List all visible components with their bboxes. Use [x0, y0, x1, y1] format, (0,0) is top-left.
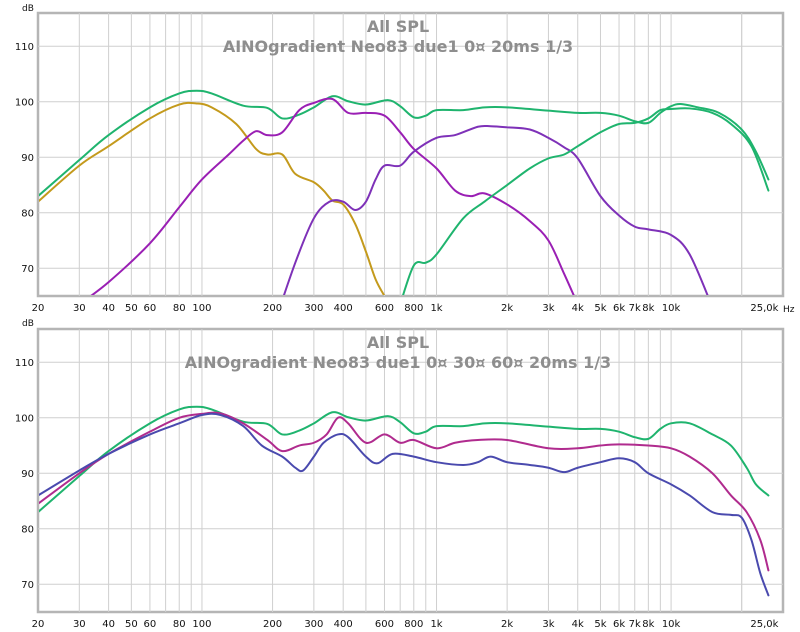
x-tick-label: 6k [613, 303, 625, 314]
x-tick-label: 400 [334, 619, 353, 630]
series-line-4 [282, 124, 709, 295]
x-tick-label: 600 [375, 303, 394, 314]
x-tick-label: 4k [572, 303, 584, 314]
x-tick-label: 7k [629, 303, 641, 314]
bottom-grid: 70 80 90 100 110 20 30 40 50 60 80 100 200 300 400 600 8… [15, 329, 783, 630]
top-chart: 70 80 90 100 110 20 30 40 50 60 80 100 200 300 400 600 8… [15, 4, 795, 315]
x-tick-label: 30 [73, 303, 86, 314]
top-grid: 70 80 90 100 110 20 30 40 50 60 80 100 200 300 400 600 8… [15, 13, 783, 314]
x-tick-label: 7k [629, 619, 641, 630]
bottom-plot-area [36, 327, 785, 614]
x-tick-label: 30 [73, 619, 86, 630]
x-tick-label: 8k [642, 619, 654, 630]
x-tick-label: 80 [173, 303, 186, 314]
x-tick-label: 50 [125, 303, 138, 314]
top-chart-subtitle: AINOgradient Neo83 due1 0¤ 20ms 1/3 [223, 37, 573, 56]
x-tick-label: 25,0k [750, 619, 778, 630]
y-tick-label: 70 [21, 264, 34, 275]
x-tick-label: 10k [662, 619, 681, 630]
y-tick-label: 110 [15, 358, 34, 369]
x-tick-label: 300 [304, 303, 323, 314]
x-tick-label: 60 [144, 303, 157, 314]
series-line-1 [39, 89, 770, 197]
x-tick-label: 25,0k [750, 303, 778, 314]
x-tick-label: 80 [173, 619, 186, 630]
x-tick-label: 800 [404, 619, 423, 630]
y-tick-label: 100 [15, 413, 34, 424]
top-series [39, 89, 770, 295]
x-tick-label: 2k [501, 303, 513, 314]
y-tick-label: 100 [15, 97, 34, 108]
x-tick-label: 6k [613, 619, 625, 630]
x-tick-label: 20 [32, 619, 45, 630]
series-line-2 [39, 101, 386, 295]
x-tick-label: 60 [144, 619, 157, 630]
x-tick-label: 10k [662, 303, 681, 314]
y-tick-label: 80 [21, 208, 34, 219]
bottom-y-unit-label: dB [22, 319, 34, 329]
series-line-3 [39, 412, 770, 597]
x-tick-label: 3k [542, 303, 554, 314]
y-tick-label: 80 [21, 524, 34, 535]
top-x-unit-label: Hz [783, 305, 795, 315]
x-tick-label: 400 [334, 303, 353, 314]
series-line-5 [402, 107, 770, 295]
x-tick-label: 2k [501, 619, 513, 630]
bottom-chart-title: All SPL [367, 333, 429, 352]
x-tick-label: 40 [102, 619, 115, 630]
x-tick-label: 800 [404, 303, 423, 314]
y-tick-label: 90 [21, 153, 34, 164]
x-tick-label: 3k [542, 619, 554, 630]
y-tick-label: 70 [21, 580, 34, 591]
x-tick-label: 20 [32, 303, 45, 314]
x-tick-label: 5k [594, 619, 606, 630]
bottom-chart: 70 80 90 100 110 20 30 40 50 60 80 100 200 300 400 600 8… [15, 319, 785, 630]
x-tick-label: 600 [375, 619, 394, 630]
x-tick-label: 50 [125, 619, 138, 630]
y-tick-label: 90 [21, 469, 34, 480]
x-tick-label: 1k [430, 303, 442, 314]
x-tick-label: 5k [594, 303, 606, 314]
x-tick-label: 200 [263, 303, 282, 314]
series-line-3 [90, 97, 575, 295]
x-tick-label: 1k [430, 619, 442, 630]
x-tick-label: 300 [304, 619, 323, 630]
y-tick-label: 110 [15, 42, 34, 53]
x-tick-label: 40 [102, 303, 115, 314]
top-y-unit-label: dB [22, 4, 34, 14]
x-tick-label: 8k [642, 303, 654, 314]
x-tick-label: 100 [192, 619, 211, 630]
bottom-chart-subtitle: AINOgradient Neo83 due1 0¤ 30¤ 60¤ 20ms … [185, 353, 611, 372]
x-tick-label: 100 [192, 303, 211, 314]
x-tick-label: 4k [572, 619, 584, 630]
x-tick-label: 200 [263, 619, 282, 630]
series-line-2 [39, 411, 770, 572]
series-line-1 [39, 405, 770, 513]
top-chart-title: All SPL [367, 17, 429, 36]
bottom-series [39, 405, 770, 597]
